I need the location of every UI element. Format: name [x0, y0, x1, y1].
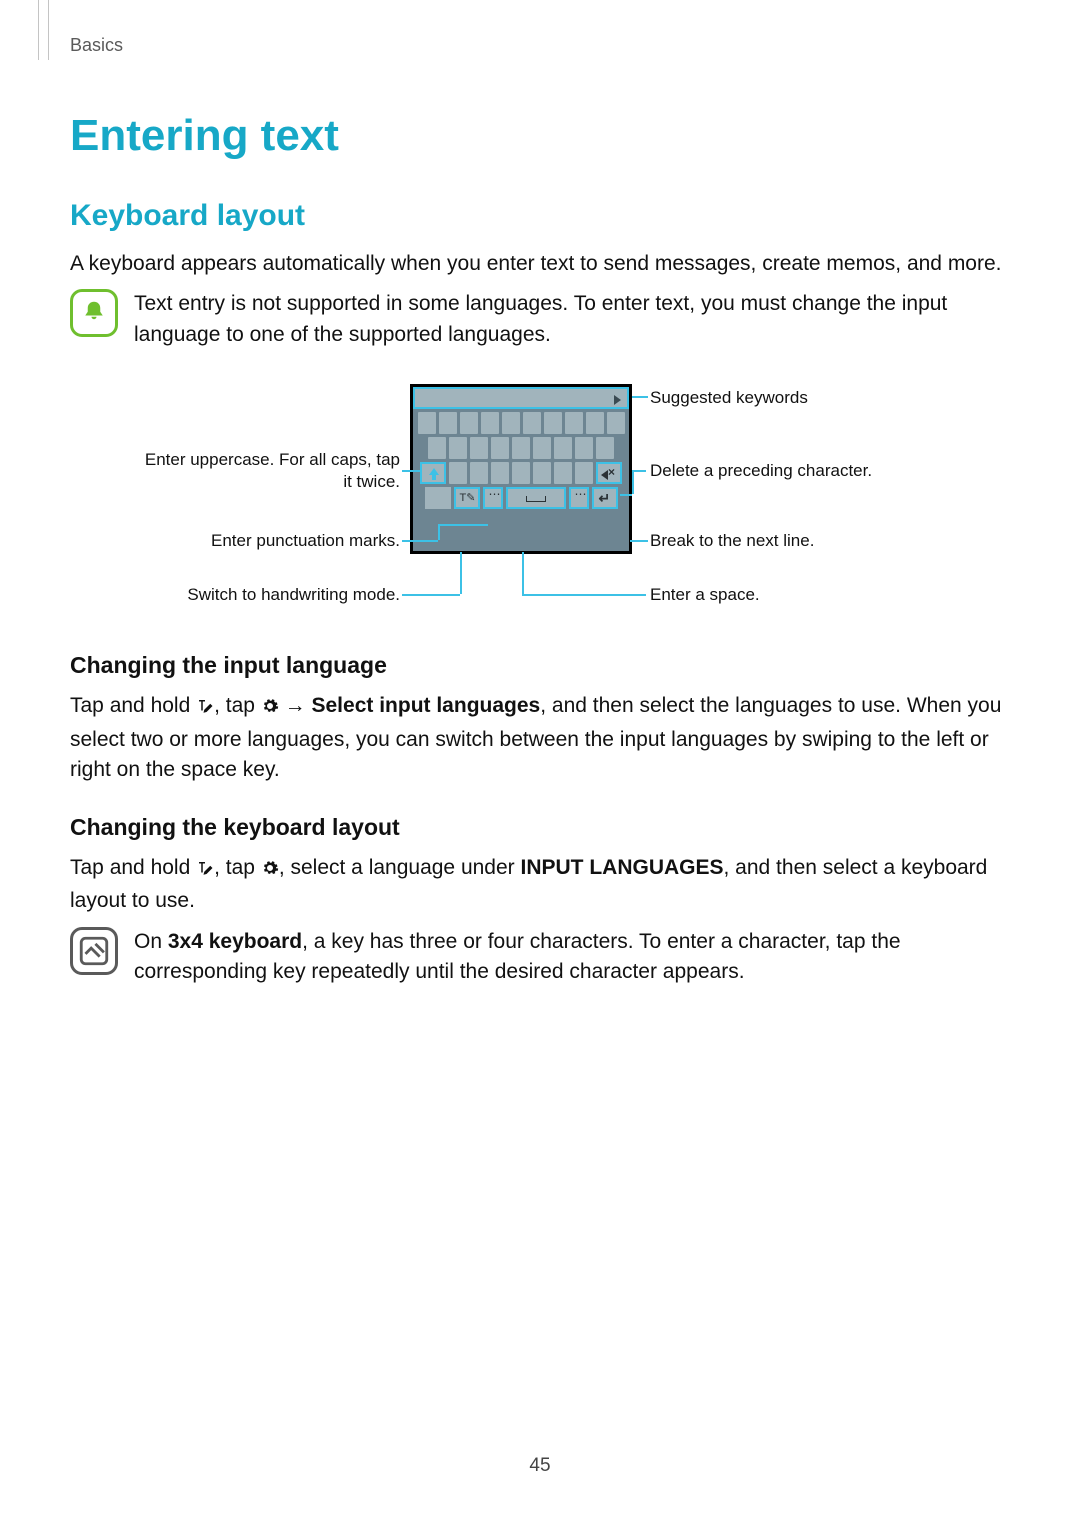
enter-key — [592, 487, 618, 509]
note-callout: On 3x4 keyboard, a key has three or four… — [70, 927, 1010, 988]
callout-text: Text entry is not supported in some lang… — [134, 289, 1010, 350]
punct-key-left — [483, 487, 503, 509]
info-callout: Text entry is not supported in some lang… — [70, 289, 1010, 350]
annot-text: it twice. — [343, 472, 400, 491]
subsection-heading: Changing the keyboard layout — [70, 814, 1010, 841]
page-title: Entering text — [70, 111, 1010, 161]
margin-rule — [48, 0, 49, 60]
annot-punct: Enter punctuation marks. — [120, 530, 400, 551]
text-span: , tap — [214, 856, 261, 879]
bold-text: INPUT LANGUAGES — [521, 856, 724, 879]
text-span: Tap and hold — [70, 694, 196, 717]
gear-icon — [261, 694, 279, 724]
bold-text: 3x4 keyboard — [168, 930, 302, 953]
note-icon — [70, 927, 118, 975]
document-page: Basics Entering text Keyboard layout A k… — [0, 0, 1080, 1527]
suggestion-bar — [413, 387, 629, 409]
keyboard-illustration — [410, 384, 632, 554]
breadcrumb: Basics — [70, 35, 1010, 56]
punct-key-right — [569, 487, 589, 509]
body-text: Tap and hold , tap , select a language u… — [70, 853, 1010, 917]
annot-text: Enter uppercase. For all caps, tap — [145, 450, 400, 469]
annot-handwriting: Switch to handwriting mode. — [120, 584, 400, 605]
subsection-heading: Changing the input language — [70, 652, 1010, 679]
keyboard-diagram: Enter uppercase. For all caps, tap it tw… — [120, 374, 960, 624]
annot-delete: Delete a preceding character. — [650, 460, 960, 481]
bell-icon — [70, 289, 118, 337]
space-key — [506, 487, 566, 509]
text-span: On — [134, 930, 168, 953]
gear-icon — [261, 856, 279, 886]
text-span: , tap — [214, 694, 261, 717]
t-pen-icon — [196, 856, 214, 886]
bold-text: Select input languages — [312, 694, 541, 717]
section-heading: Keyboard layout — [70, 199, 1010, 233]
body-text: A keyboard appears automatically when yo… — [70, 249, 1010, 279]
page-number: 45 — [0, 1455, 1080, 1477]
symbols-key — [425, 487, 451, 509]
keyboard-rows — [413, 409, 629, 515]
text-span: Tap and hold — [70, 856, 196, 879]
shift-key — [420, 462, 446, 484]
arrow-icon: → — [285, 691, 306, 721]
annot-space: Enter a space. — [650, 584, 950, 605]
backspace-key — [596, 462, 622, 484]
handwriting-key — [454, 487, 480, 509]
annot-uppercase: Enter uppercase. For all caps, tap it tw… — [120, 449, 400, 492]
body-text: Tap and hold , tap → Select input langua… — [70, 691, 1010, 785]
margin-rule — [38, 0, 39, 60]
annot-suggested: Suggested keywords — [650, 387, 950, 408]
text-span: , select a language under — [279, 856, 521, 879]
annot-nextline: Break to the next line. — [650, 530, 950, 551]
callout-text: On 3x4 keyboard, a key has three or four… — [134, 927, 1010, 988]
t-pen-icon — [196, 694, 214, 724]
